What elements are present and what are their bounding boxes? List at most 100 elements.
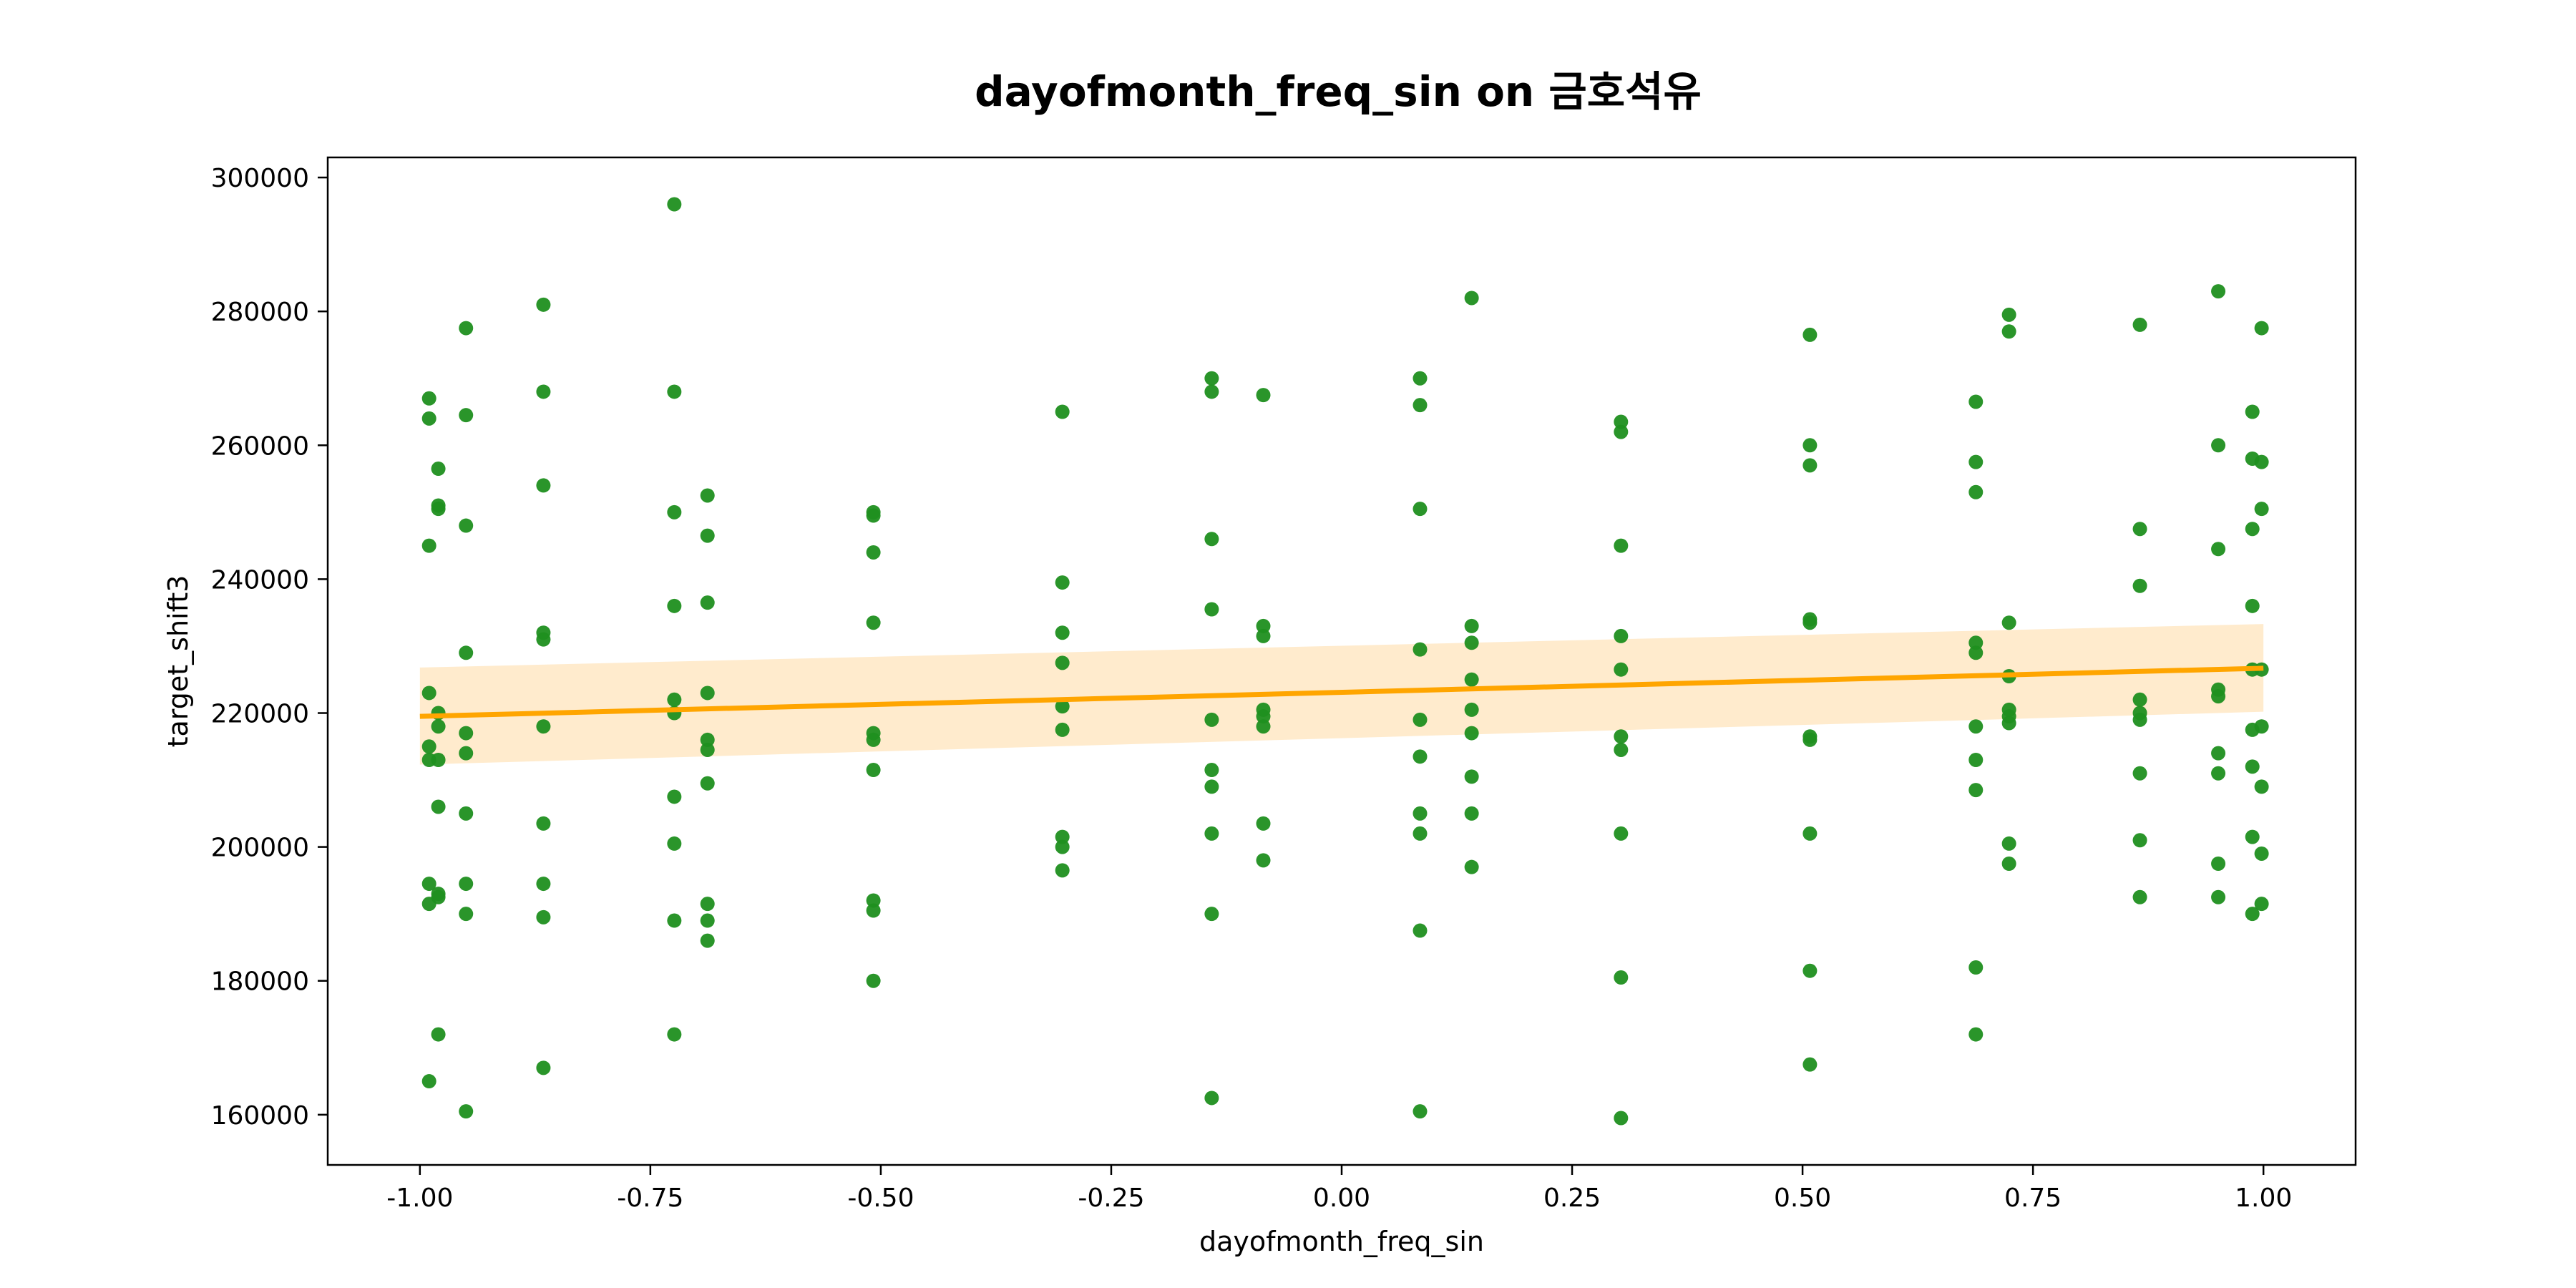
scatter-point	[1055, 404, 1070, 419]
scatter-point	[421, 538, 436, 553]
scatter-point	[700, 732, 715, 747]
scatter-point	[1802, 438, 1818, 453]
scatter-point	[1968, 752, 1984, 767]
scatter-point	[866, 893, 881, 908]
scatter-point	[1204, 763, 1219, 778]
scatter-point	[700, 528, 715, 543]
scatter-point	[2245, 404, 2260, 419]
scatter-point	[2132, 766, 2147, 781]
scatter-point	[1256, 618, 1271, 633]
scatter-point	[1968, 645, 1984, 660]
chart-title: dayofmonth_freq_sin on 금호석유	[975, 67, 1702, 116]
scatter-point	[2245, 759, 2260, 774]
scatter-point	[2211, 438, 2226, 453]
y-axis-label: target_shift3	[162, 575, 194, 748]
scatter-point	[2132, 833, 2147, 848]
x-tick-label: 0.00	[1313, 1184, 1370, 1213]
scatter-point	[1614, 414, 1629, 429]
scatter-point	[459, 645, 474, 660]
scatter-point	[667, 598, 682, 613]
scatter-point	[2001, 716, 2016, 731]
scatter-point	[2132, 712, 2147, 727]
scatter-point	[459, 746, 474, 761]
scatter-point	[2132, 317, 2147, 332]
scatter-points	[421, 197, 2269, 1126]
scatter-point	[700, 742, 715, 757]
scatter-point	[1055, 699, 1070, 714]
y-tick-label: 200000	[211, 834, 309, 863]
scatter-point	[2211, 542, 2226, 557]
scatter-point	[700, 933, 715, 948]
scatter-point	[1413, 712, 1428, 727]
scatter-point	[2132, 578, 2147, 593]
scatter-point	[1413, 749, 1428, 764]
scatter-point	[700, 776, 715, 791]
regression-line	[419, 665, 2264, 719]
scatter-point	[459, 408, 474, 423]
scatter-point	[1614, 970, 1629, 985]
scatter-point	[1204, 1091, 1219, 1106]
scatter-point	[1256, 853, 1271, 868]
scatter-point	[431, 889, 446, 904]
scatter-point	[667, 913, 682, 928]
scatter-point	[667, 692, 682, 707]
scatter-point	[1802, 732, 1818, 747]
scatter-point	[2254, 897, 2269, 912]
scatter-point	[2254, 502, 2269, 517]
scatter-point	[1256, 719, 1271, 734]
scatter-point	[459, 907, 474, 922]
scatter-point	[1413, 806, 1428, 821]
x-tick-label: -0.50	[847, 1184, 914, 1213]
scatter-point	[1464, 618, 1479, 633]
scatter-point	[1464, 702, 1479, 717]
scatter-point	[1464, 635, 1479, 650]
scatter-point	[431, 462, 446, 477]
x-axis: -1.00 -0.75 -0.50 -0.25 0.00 0.25 0.50 0.75 1.00	[386, 1165, 2292, 1213]
scatter-point	[700, 897, 715, 912]
y-tick-label: 300000	[211, 164, 309, 193]
scatter-point	[1802, 1057, 1818, 1072]
scatter-point	[431, 799, 446, 814]
x-tick-label: -1.00	[386, 1184, 453, 1213]
y-tick-label: 180000	[211, 967, 309, 997]
scatter-point	[1614, 729, 1629, 744]
scatter-point	[866, 508, 881, 523]
scatter-point	[2211, 689, 2226, 704]
scatter-point	[1055, 655, 1070, 670]
scatter-point	[1614, 424, 1629, 439]
scatter-point	[2211, 746, 2226, 761]
scatter-point	[1413, 371, 1428, 386]
scatter-point	[1614, 628, 1629, 643]
scatter-point	[2001, 324, 2016, 339]
x-tick-label: 0.25	[1543, 1184, 1601, 1213]
scatter-point	[459, 806, 474, 821]
scatter-point	[866, 763, 881, 778]
scatter-point	[1256, 709, 1271, 724]
scatter-point	[866, 903, 881, 918]
scatter-point	[536, 877, 551, 892]
scatter-point	[1968, 484, 1984, 499]
scatter-point	[1204, 532, 1219, 547]
scatter-point	[1256, 388, 1271, 403]
scatter-point	[2254, 779, 2269, 794]
scatter-point	[1614, 826, 1629, 841]
scatter-point	[2254, 321, 2269, 336]
scatter-point	[1055, 863, 1070, 878]
scatter-point	[459, 518, 474, 533]
scatter-point	[1464, 769, 1479, 784]
scatter-point	[866, 615, 881, 630]
scatter-point	[1204, 712, 1219, 727]
scatter-point	[459, 321, 474, 336]
scatter-point	[536, 297, 551, 312]
y-axis: 160000 180000 200000 220000 240000 260000 2800…	[211, 164, 328, 1131]
scatter-point	[421, 391, 436, 406]
scatter-point	[2132, 522, 2147, 537]
y-tick-label: 260000	[211, 431, 309, 461]
scatter-point	[1055, 839, 1070, 854]
scatter-point	[459, 726, 474, 741]
scatter-point	[536, 816, 551, 831]
scatter-point	[421, 1074, 436, 1089]
scatter-point	[2245, 907, 2260, 922]
scatter-point	[1464, 726, 1479, 741]
scatter-point	[421, 411, 436, 426]
